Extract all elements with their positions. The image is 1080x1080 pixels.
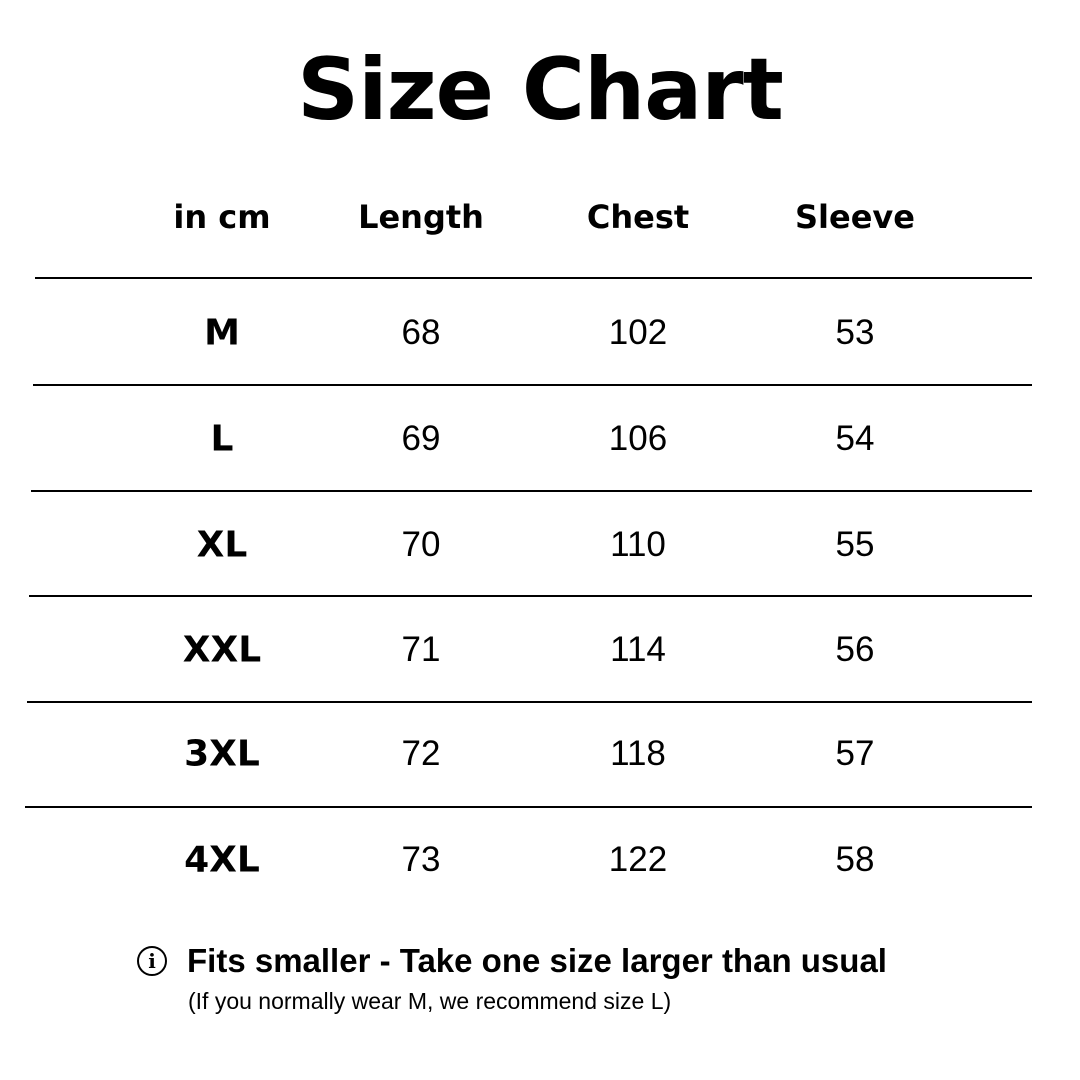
column-header: in cm — [173, 198, 271, 236]
size-label: M — [204, 312, 240, 354]
table-cell: 69 — [401, 419, 441, 458]
table-cell: 58 — [835, 840, 875, 879]
table-cell: 53 — [835, 313, 875, 352]
row-divider — [35, 277, 1032, 279]
table-cell: 73 — [401, 840, 441, 879]
column-header: Chest — [586, 198, 690, 236]
row-divider — [33, 384, 1032, 386]
table-cell: 57 — [835, 734, 875, 773]
fit-note-detail: (If you normally wear M, we recommend si… — [188, 988, 672, 1014]
column-header: Length — [358, 198, 484, 236]
table-cell: 122 — [608, 840, 668, 879]
row-divider — [27, 701, 1032, 703]
size-label: XL — [196, 524, 248, 566]
table-cell: 55 — [835, 525, 875, 564]
table-cell: 110 — [610, 525, 666, 564]
table-cell: 68 — [401, 313, 441, 352]
size-label: 4XL — [184, 839, 260, 881]
table-cell: 70 — [401, 525, 441, 564]
fit-note: Fits smaller - Take one size larger than… — [187, 942, 887, 979]
size-label: 3XL — [184, 733, 260, 775]
row-divider — [25, 806, 1032, 808]
table-cell: 54 — [835, 419, 875, 458]
size-label: XXL — [182, 629, 262, 671]
table-cell: 114 — [610, 630, 666, 669]
size-label: L — [210, 418, 234, 460]
row-divider — [29, 595, 1032, 597]
table-cell: 72 — [401, 734, 441, 773]
table-cell: 118 — [610, 734, 666, 773]
table-cell: 56 — [835, 630, 875, 669]
column-header: Sleeve — [795, 198, 915, 236]
table-cell: 71 — [401, 630, 441, 669]
table-cell: 106 — [608, 419, 668, 458]
page-title: Size Chart — [297, 40, 784, 140]
table-cell: 102 — [608, 313, 668, 352]
row-divider — [31, 490, 1032, 492]
info-icon: i — [137, 946, 167, 976]
